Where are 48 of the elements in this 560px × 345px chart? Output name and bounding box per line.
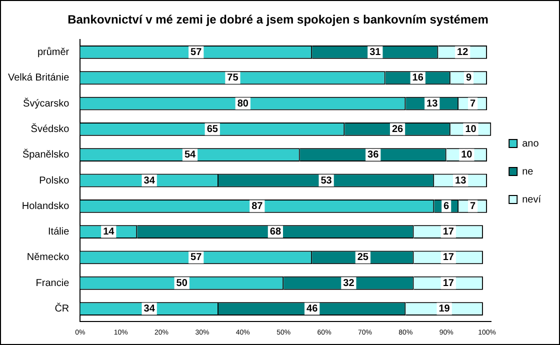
y-tick-label: Velká Británie [8,72,70,84]
data-label: 6 [444,200,450,212]
data-label: 53 [320,175,332,186]
data-label: 68 [270,226,282,238]
legend-label: neví [522,194,542,206]
data-label: 19 [438,304,450,315]
data-label: 34 [144,304,156,315]
data-label: 75 [227,72,239,84]
data-label: 10 [465,124,477,135]
data-label: 7 [470,98,476,110]
data-label: 13 [455,175,467,186]
data-label: 46 [306,304,318,315]
data-label: 12 [457,46,469,58]
y-tick-label: Švýcarsko [23,97,70,110]
data-label: 17 [442,226,454,238]
data-label: 57 [190,252,202,264]
data-label: 34 [144,175,156,186]
data-label: 65 [206,124,218,135]
y-tick-label: Itálie [48,226,70,238]
y-tick-label: průměr [37,46,70,58]
data-label: 13 [426,98,438,110]
data-label: 17 [442,278,454,289]
y-tick-label: Španělsko [22,148,70,161]
y-tick-label: Francie [36,278,70,289]
data-label: 16 [412,72,424,84]
legend-label: ne [522,166,534,178]
chart-title: Bankovnictví v mé zemi je dobré a jsem spokojen s bankovním systémem [68,12,488,27]
data-label: 26 [392,124,404,135]
data-label: 57 [190,46,202,58]
y-tick-label: Polsko [39,175,70,186]
data-label: 31 [370,46,382,58]
y-tick-label: Holandsko [22,200,70,212]
y-tick-label: Německo [26,252,70,264]
data-label: 50 [176,278,188,289]
data-label: 25 [357,252,369,264]
y-tick-label: Švédsko [30,122,70,135]
data-label: 32 [343,278,355,289]
data-label: 10 [461,150,473,161]
y-tick-label: ČR [54,302,70,315]
data-label: 17 [442,252,454,264]
data-label: 14 [103,226,115,238]
data-label: 54 [184,150,196,161]
data-label: 7 [470,200,476,212]
data-label: 80 [237,98,249,110]
data-label: 9 [466,72,472,84]
data-label: 36 [368,150,380,161]
legend-label: ano [522,138,540,150]
data-label: 87 [252,200,264,212]
